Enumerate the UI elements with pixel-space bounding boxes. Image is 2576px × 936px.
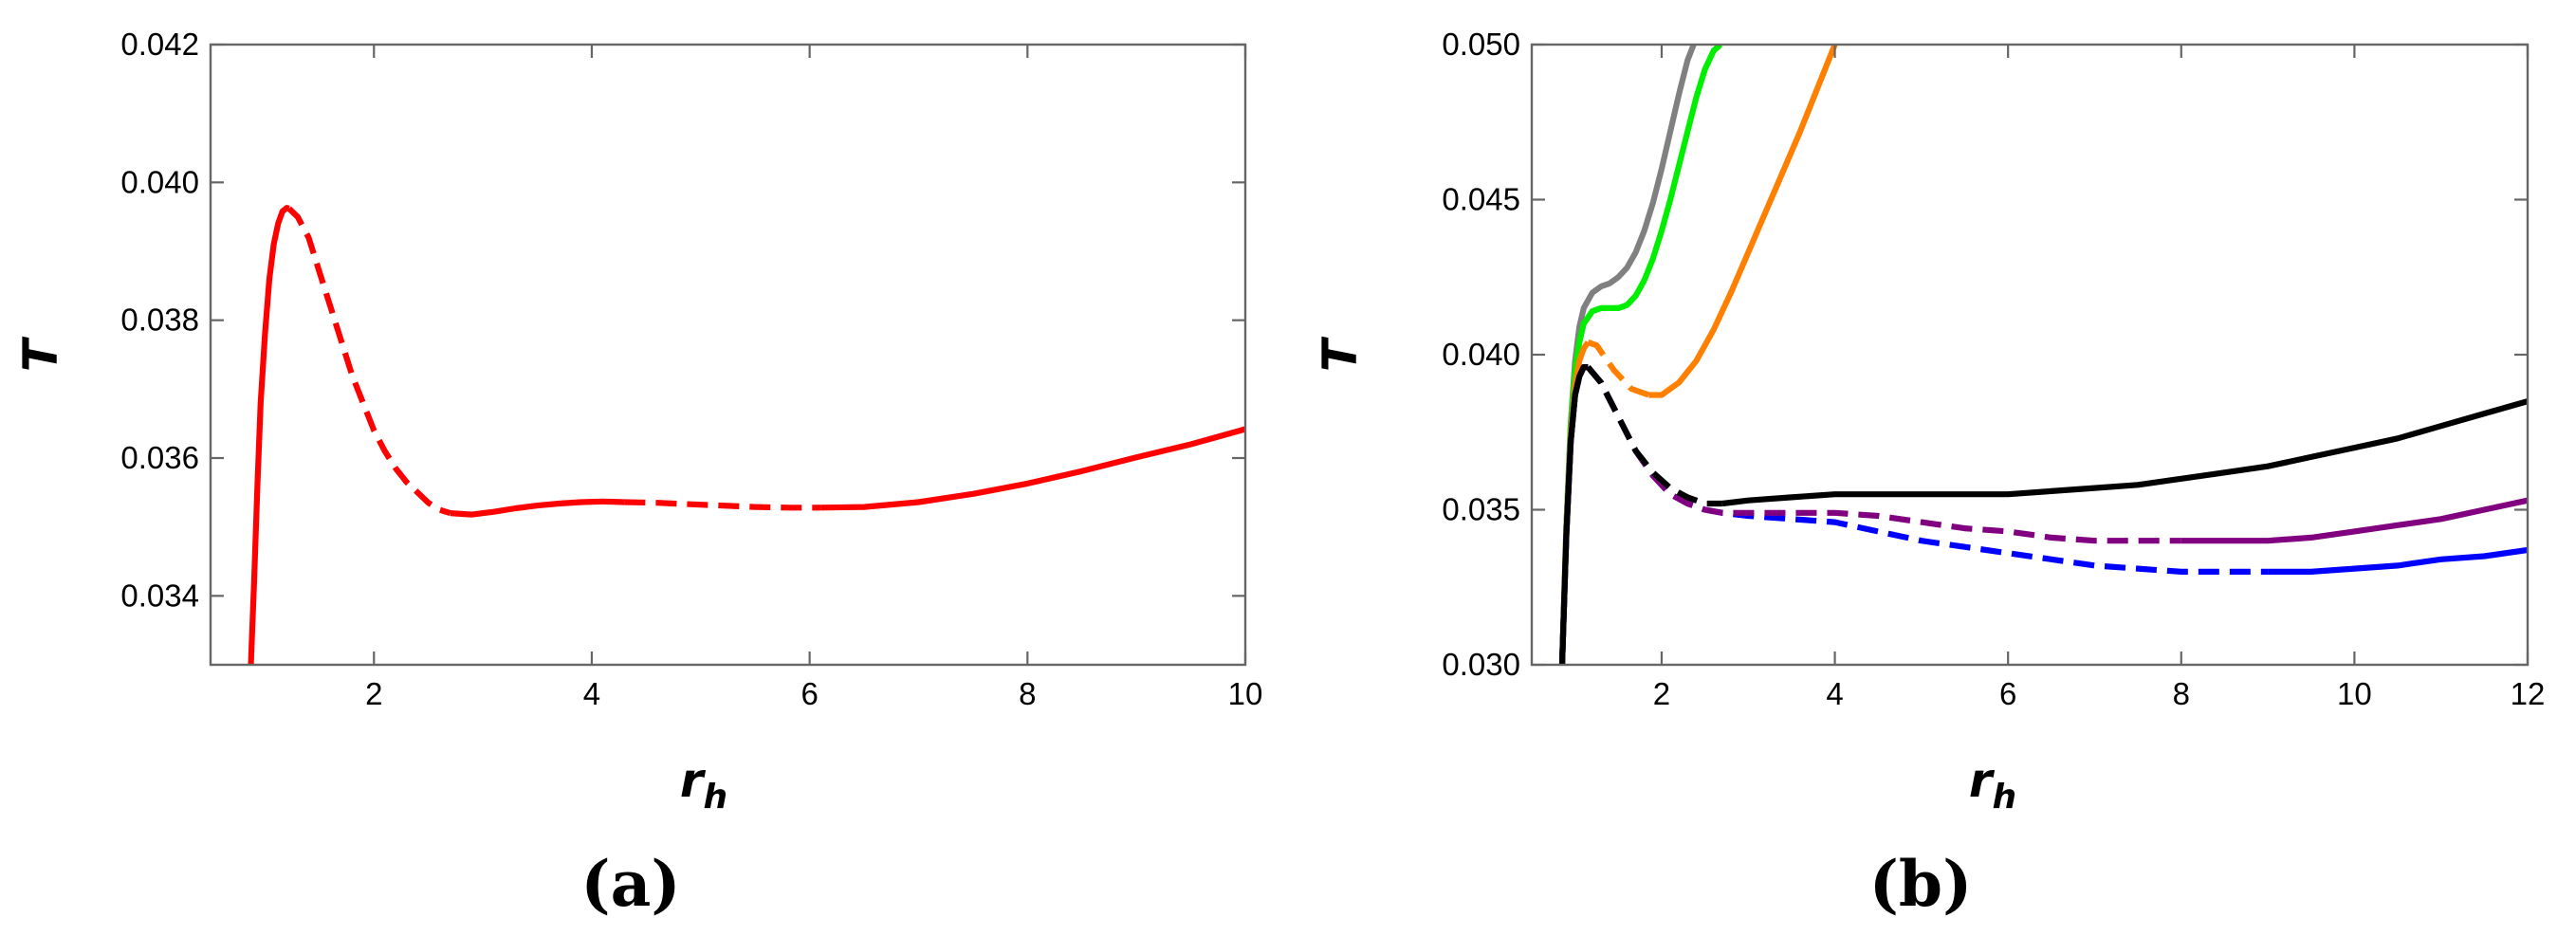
y-tick-label: 0.036 bbox=[120, 440, 199, 475]
plot-area bbox=[248, 205, 1245, 665]
series-3-segment-2-solid bbox=[2268, 546, 2528, 576]
panel-label: (b) bbox=[1869, 847, 1973, 921]
x-tick-label: 8 bbox=[1019, 676, 1036, 711]
series-0-segment-0-solid bbox=[248, 205, 290, 665]
y-tick-label: 0.040 bbox=[120, 164, 199, 199]
y-tick-label: 0.030 bbox=[1442, 647, 1520, 682]
y-axis-label: T bbox=[13, 336, 68, 372]
x-tick-label: 12 bbox=[2511, 676, 2546, 711]
y-tick-label: 0.042 bbox=[120, 27, 199, 62]
series-0-segment-1-dashed bbox=[286, 206, 451, 517]
x-axis-label: rh bbox=[1969, 753, 2016, 817]
series-5-segment-1-dashed bbox=[1585, 365, 1722, 507]
series-5-segment-2-solid bbox=[1721, 398, 2528, 507]
series-5-segment-0-solid bbox=[1558, 364, 1589, 665]
y-tick-label: 0.038 bbox=[120, 303, 199, 338]
x-tick-label: 2 bbox=[1653, 676, 1670, 711]
series-0-segment-3-dashed bbox=[624, 499, 821, 511]
y-tick-label: 0.034 bbox=[120, 578, 199, 613]
x-tick-label: 10 bbox=[2337, 676, 2372, 711]
series-0-segment-2-solid bbox=[450, 498, 625, 518]
x-tick-label: 6 bbox=[1999, 676, 2016, 711]
x-tick-label: 4 bbox=[583, 676, 600, 711]
plot-frame bbox=[1530, 43, 2530, 667]
x-tick-label: 8 bbox=[2173, 676, 2190, 711]
y-tick-label: 0.045 bbox=[1442, 182, 1520, 217]
panel-label: (a) bbox=[580, 847, 680, 921]
x-axis-label-main: r bbox=[680, 753, 707, 808]
series-4-segment-1-dashed bbox=[1585, 365, 2181, 544]
series-3-segment-1-dashed bbox=[1585, 365, 2269, 576]
y-axis-label: T bbox=[1313, 336, 1368, 372]
series-4-segment-2-solid bbox=[2180, 497, 2528, 544]
series-2-segment-1-dashed bbox=[1587, 339, 1650, 398]
series-2-segment-2-solid bbox=[1648, 45, 1838, 398]
x-tick-label: 6 bbox=[800, 676, 818, 711]
series-0-segment-4-solid bbox=[820, 426, 1245, 511]
x-tick-label: 10 bbox=[1228, 676, 1263, 711]
plot-frame bbox=[209, 43, 1247, 667]
x-axis-label-subscript: h bbox=[704, 778, 728, 817]
x-tick-label: 2 bbox=[365, 676, 382, 711]
plot-area bbox=[1558, 45, 2528, 665]
x-axis-label-main: r bbox=[1969, 753, 1996, 808]
chart-panel-0: 2 4 6 8 10 0.034 0.036 0.038 0.040 0.042 rh T (a) bbox=[13, 27, 1262, 921]
x-tick-label: 4 bbox=[1826, 676, 1843, 711]
y-tick-label: 0.050 bbox=[1442, 27, 1520, 62]
x-axis-label-subscript: h bbox=[1993, 778, 2017, 817]
y-tick-label: 0.035 bbox=[1442, 492, 1520, 527]
chart-panel-1: 2 4 6 8 10 12 0.030 0.035 0.040 0.045 0.050 rh T (b) bbox=[1313, 27, 2545, 921]
series-1-segment-0-solid bbox=[1558, 45, 1723, 665]
x-axis-label: rh bbox=[680, 753, 727, 817]
y-tick-label: 0.040 bbox=[1442, 337, 1520, 372]
